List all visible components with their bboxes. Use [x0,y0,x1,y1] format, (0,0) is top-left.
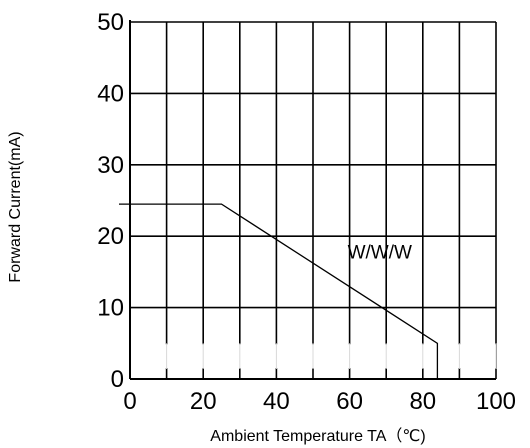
y-tick-label: 20 [97,223,124,250]
y-tick-label: 50 [97,9,124,36]
series-layer [119,203,439,379]
y-tick-label: 30 [97,152,124,179]
annotations: W/W/W [348,242,412,263]
x-tick-label: 20 [190,388,217,415]
y-tick-label: 0 [111,366,124,393]
y-axis-ticks: 0 10 20 30 40 50 [97,9,124,393]
x-axis-label: Ambient Temperature TA（℃) [210,427,425,445]
grid [129,20,497,380]
x-tick-label: 0 [123,388,136,415]
series-line [119,203,439,379]
x-axis-ticks: 0 20 40 60 80 100 [123,388,516,415]
x-tick-label: 80 [409,388,436,415]
y-axis-label: Forward Current(mA) [7,131,24,282]
annotation-label: W/W/W [348,242,412,263]
x-tick-label: 40 [263,388,290,415]
y-tick-label: 10 [97,295,124,322]
x-tick-label: 60 [336,388,363,415]
y-tick-label: 40 [97,80,124,107]
x-tick-label: 100 [476,388,516,415]
